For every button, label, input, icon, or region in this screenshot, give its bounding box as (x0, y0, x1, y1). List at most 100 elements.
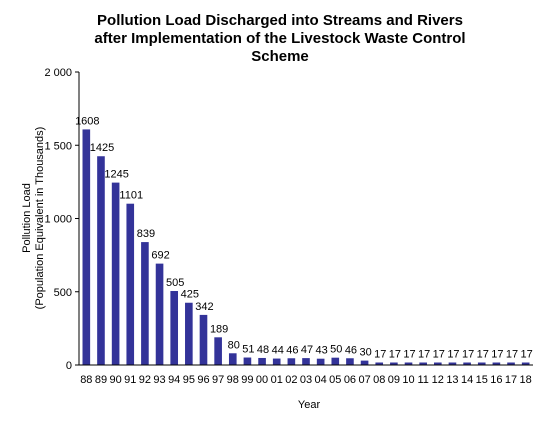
x-tick-label: 04 (315, 374, 327, 386)
bar (360, 360, 369, 365)
x-tick-label: 96 (197, 374, 209, 386)
x-tick-label: 99 (241, 374, 253, 386)
x-tick-label: 93 (153, 374, 165, 386)
bar (507, 362, 515, 365)
data-label: 50 (330, 344, 342, 356)
data-label: 839 (137, 228, 155, 240)
x-tick-label: 94 (168, 374, 180, 386)
bar (228, 353, 237, 365)
bar (155, 263, 164, 365)
data-label: 48 (257, 344, 269, 356)
bar (477, 362, 486, 365)
x-tick-label: 95 (183, 374, 195, 386)
x-tick-label: 08 (373, 374, 385, 386)
x-tick-label: 88 (80, 374, 92, 386)
data-label: 17 (491, 349, 503, 361)
x-tick-label: 89 (95, 374, 107, 386)
x-tick-label: 92 (139, 374, 151, 386)
chart-title-line: Pollution Load Discharged into Streams a… (97, 12, 463, 29)
y-axis-title: Pollution Load (21, 183, 33, 253)
y-tick-label: 1 500 (44, 140, 72, 152)
data-label: 189 (210, 323, 228, 335)
chart-title: Pollution Load Discharged into Streams a… (60, 12, 500, 66)
x-tick-label: 07 (358, 374, 370, 386)
bar (170, 291, 179, 365)
data-label: 17 (433, 349, 445, 361)
x-tick-label: 02 (285, 374, 297, 386)
x-tick-label: 90 (109, 374, 121, 386)
data-label: 1245 (104, 169, 128, 181)
data-label: 80 (228, 339, 240, 351)
bar (287, 358, 296, 365)
data-label: 425 (181, 289, 199, 301)
x-tick-label: 13 (446, 374, 458, 386)
x-tick-label: 05 (329, 374, 341, 386)
x-tick-label: 16 (490, 374, 502, 386)
data-label: 51 (242, 344, 254, 356)
x-tick-label: 00 (256, 374, 268, 386)
x-tick-label: 06 (344, 374, 356, 386)
data-label: 47 (301, 344, 313, 356)
chart-title-line: after Implementation of the Livestock Wa… (94, 30, 466, 47)
y-tick-label: 1 000 (44, 214, 72, 226)
x-tick-label: 91 (124, 374, 136, 386)
y-tick-label: 500 (54, 287, 72, 299)
bar (346, 358, 354, 365)
data-label: 43 (316, 345, 328, 357)
bar (82, 129, 91, 365)
bar (97, 156, 105, 365)
x-tick-label: 09 (388, 374, 400, 386)
bar (185, 302, 193, 365)
y-tick-label: 2 000 (44, 67, 72, 79)
x-tick-label: 97 (212, 374, 224, 386)
bar (214, 337, 222, 365)
data-label: 1608 (75, 115, 99, 127)
x-tick-label: 18 (520, 374, 532, 386)
bar (463, 362, 471, 365)
x-axis-title: Year (298, 399, 321, 411)
data-label: 17 (374, 349, 386, 361)
data-label: 17 (506, 349, 518, 361)
data-label: 17 (521, 349, 533, 361)
x-tick-label: 17 (505, 374, 517, 386)
data-label: 17 (418, 349, 430, 361)
x-tick-label: 11 (417, 374, 428, 386)
x-tick-label: 03 (300, 374, 312, 386)
data-label: 505 (166, 277, 184, 289)
data-label: 46 (286, 344, 298, 356)
data-label: 17 (403, 349, 415, 361)
bar (521, 362, 530, 365)
bar (199, 314, 208, 365)
bar (302, 358, 310, 365)
bar (141, 242, 149, 365)
data-label: 17 (477, 349, 489, 361)
data-label: 17 (447, 349, 459, 361)
bar (258, 357, 266, 365)
data-label: 44 (272, 345, 284, 357)
bar (111, 182, 120, 365)
bar (126, 203, 135, 365)
data-label: 30 (359, 347, 371, 359)
data-label: 342 (195, 301, 213, 313)
bar (419, 362, 427, 365)
y-tick-label: 0 (66, 360, 72, 372)
bar (404, 362, 413, 365)
bar (492, 362, 501, 365)
data-label: 1101 (119, 190, 143, 202)
bar-series (82, 129, 530, 365)
bar (331, 357, 340, 365)
data-label: 46 (345, 344, 357, 356)
chart-title-line: Scheme (251, 48, 309, 65)
x-tick-label: 01 (271, 374, 283, 386)
bar (243, 357, 252, 365)
bar (375, 362, 384, 365)
x-tick-label: 98 (227, 374, 239, 386)
x-tick-label: 10 (402, 374, 414, 386)
data-label: 17 (389, 349, 401, 361)
data-label: 692 (151, 250, 169, 262)
bar (448, 362, 457, 365)
x-axis: 88 89 90 91 92 93 94 95 96 97 98 99 00 01 02 03 04 05 06 07… (79, 364, 533, 386)
